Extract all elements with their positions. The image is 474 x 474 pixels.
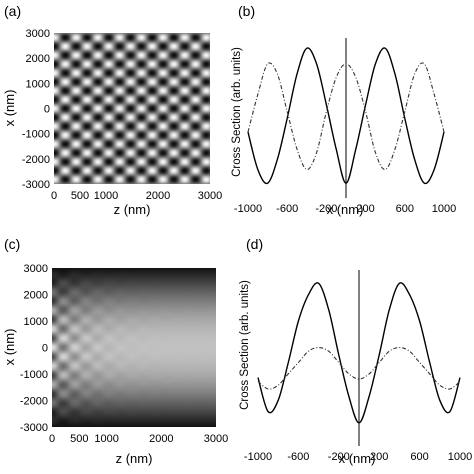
panel-d-series-dashdot-line [257,346,461,390]
panel-d-xtick-label: -200 [328,451,350,463]
panel-a-xtick-label: 500 [71,190,89,202]
panel-a-xtick-label: 0 [51,190,57,202]
panel-c-ytick-label: 3000 [24,263,48,275]
panel-c-xtick-label: 2000 [149,433,173,445]
panel-c-ytick-label: 1000 [24,316,48,328]
panel-d-xtick-label: 600 [410,451,428,463]
panel-c-xtick-label: 0 [49,433,55,445]
panel-d-xtick-label: -1000 [244,451,272,463]
panel-label-c: (c) [4,236,20,252]
panel-a-ytick-label: -1000 [22,129,50,141]
panel-c-ytick-label: -2000 [20,396,48,408]
panel-a-xtick-label: 1000 [94,190,118,202]
panel-a-ytick-label: 1000 [26,78,50,90]
panel-a-xlabel: z (nm) [114,202,151,217]
panel-d-series-solid-line [257,282,461,424]
heatmap-a-image [54,33,210,184]
panel-d-xtick-label: -600 [287,451,309,463]
panel-b: -1000 -600 -200 200 600 1000 x (nm) Cross Sec… [231,38,456,217]
panel-d-x-ticks: -1000 -600 -200 200 600 1000 [244,451,472,463]
panel-b-xtick-label: -600 [276,203,298,215]
panel-c-xtick-label: 1000 [94,433,118,445]
panel-b-series-dashdot-line [247,62,445,171]
panel-d: -1000 -600 -200 200 600 1000 x (nm) Cross Sec… [239,270,472,466]
panel-b-xtick-label: -200 [315,203,337,215]
panel-b-xtick-label: -1000 [234,203,262,215]
panel-c-x-ticks: 0 500 1000 2000 3000 [49,433,228,445]
panel-b-ylabel: Cross Section (arb. units) [231,47,243,177]
panel-d-ylabel: Cross Section (arb. units) [239,280,251,410]
panel-c-ytick-label: -3000 [20,422,48,434]
panel-d-xlabel: x (nm) [339,451,376,466]
panel-c: 3000 2000 1000 0 -1000 -2000 -3000 0 500 1000 200… [2,263,228,466]
panel-c-ytick-label: -1000 [20,369,48,381]
panel-a-y-ticks: 3000 2000 1000 0 -1000 -2000 -3000 [22,28,50,191]
panel-c-xlabel: z (nm) [116,451,153,466]
panel-c-ylabel: x (nm) [2,329,17,366]
panel-a-ytick-label: 2000 [26,53,50,65]
panel-b-xlabel: x (nm) [327,202,364,217]
panel-a-ytick-label: 0 [44,104,50,116]
panel-a-ytick-label: -3000 [22,179,50,191]
panel-c-xtick-label: 500 [70,433,88,445]
panel-c-y-ticks: 3000 2000 1000 0 -1000 -2000 -3000 [20,263,48,434]
panel-a-x-ticks: 0 500 1000 2000 3000 [51,190,222,202]
panel-a: 3000 2000 1000 0 -1000 -2000 -3000 0 500 1000 200… [2,28,222,217]
panel-b-xtick-label: 1000 [432,203,456,215]
panel-a-ytick-label: -2000 [22,154,50,166]
panel-a-xtick-label: 2000 [146,190,170,202]
panel-d-xtick-label: 1000 [448,451,472,463]
heatmap-c-image [52,268,216,427]
panel-c-xtick-label: 3000 [204,433,228,445]
panel-c-ytick-label: 2000 [24,290,48,302]
panel-b-xtick-label: 600 [396,203,414,215]
panel-label-b: (b) [238,3,255,19]
panel-b-xtick-label: 200 [356,203,374,215]
panel-a-ylabel: x (nm) [2,90,17,127]
panel-b-x-ticks: -1000 -600 -200 200 600 1000 [234,203,456,215]
panel-b-plot [247,38,445,198]
panel-d-xtick-label: 200 [370,451,388,463]
panel-b-series-solid-line [247,47,445,185]
panel-c-ytick-label: 0 [42,343,48,355]
panel-a-ytick-label: 3000 [26,28,50,40]
panel-label-a: (a) [4,3,21,19]
panel-d-plot [257,270,461,446]
panel-a-xtick-label: 3000 [198,190,222,202]
panel-label-d: (d) [246,236,263,252]
